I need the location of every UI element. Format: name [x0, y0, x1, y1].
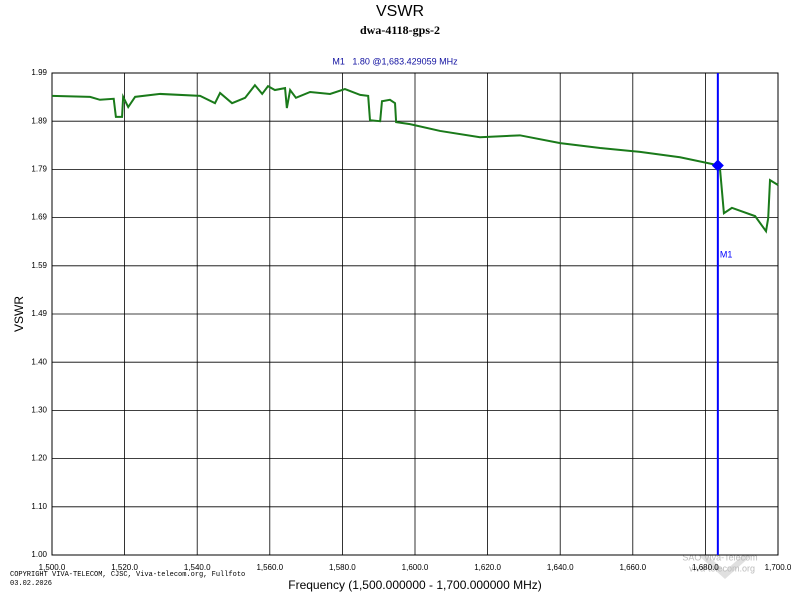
x-tick-label: 1,640.0 [547, 563, 574, 572]
y-tick-label: 1.49 [31, 309, 47, 318]
y-tick-label: 1.30 [31, 406, 47, 415]
y-tick-label: 1.10 [31, 502, 47, 511]
y-tick-label: 1.89 [31, 116, 47, 125]
x-tick-label: 1,700.0 [765, 563, 792, 572]
marker-readout: M1 1.80 @1,683.429059 MHz [332, 56, 458, 66]
y-tick-label: 1.69 [31, 213, 47, 222]
y-tick-label: 1.40 [31, 357, 47, 366]
x-tick-label: 1,520.0 [111, 563, 138, 572]
x-tick-label: 1,540.0 [184, 563, 211, 572]
watermark-text: viva-telecom.org [689, 563, 755, 573]
x-tick-label: 1,620.0 [474, 563, 501, 572]
x-tick-label: 1,680.0 [692, 563, 719, 572]
x-tick-label: 1,580.0 [329, 563, 356, 572]
date: 03.02.2026 [10, 580, 52, 588]
x-tick-label: 1,500.0 [39, 563, 66, 572]
y-tick-label: 1.20 [31, 454, 47, 463]
marker-point [711, 159, 724, 172]
x-axis-label: Frequency (1,500.000000 - 1,700.000000 M… [288, 578, 542, 592]
watermark-text: SAO Viva-Telecom [682, 552, 757, 562]
y-tick-label: 1.79 [31, 165, 47, 174]
y-axis-label: VSWR [12, 296, 26, 332]
x-tick-label: 1,600.0 [402, 563, 429, 572]
data-line [51, 83, 779, 234]
y-tick-label: 1.59 [31, 261, 47, 270]
y-tick-label: 1.99 [31, 68, 47, 77]
copyright: COPYRIGHT VIVA-TELECOM, CJSC, Viva-telec… [10, 571, 245, 579]
chart-title: VSWR [376, 3, 424, 20]
y-tick-label: 1.00 [31, 550, 47, 559]
x-tick-label: 1,560.0 [256, 563, 283, 572]
x-tick-label: 1,660.0 [619, 563, 646, 572]
chart-subtitle: dwa-4118-gps-2 [360, 23, 440, 37]
marker-name: M1 [720, 249, 733, 259]
